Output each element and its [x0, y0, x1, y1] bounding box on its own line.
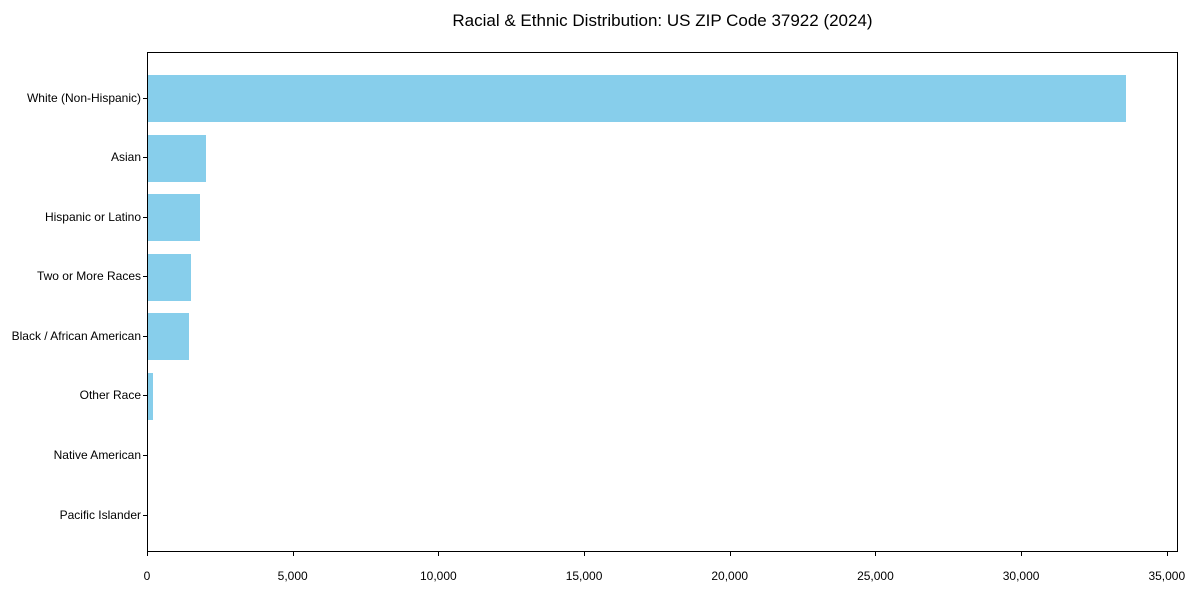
x-tick-20000: [729, 552, 731, 556]
x-tick-15000: [584, 552, 586, 556]
x-label-30000: 30,000: [1002, 569, 1040, 583]
x-tick-25000: [875, 552, 877, 556]
x-label-0: 0: [143, 569, 151, 583]
bar-other-race: [148, 372, 154, 420]
y-label-asian: Asian: [110, 150, 141, 165]
y-tick-hispanic-or-latino: [143, 216, 147, 218]
x-label-10000: 10,000: [420, 569, 457, 583]
plot-area: [147, 52, 1178, 552]
x-tick-5000: [292, 552, 294, 556]
y-tick-white-non-hispanic: [143, 97, 147, 99]
bar-asian: [148, 134, 206, 182]
x-tick-0: [147, 552, 148, 556]
x-tick-35000: [1166, 552, 1168, 556]
y-tick-black-african-american: [143, 335, 147, 337]
x-label-5000: 5,000: [277, 569, 308, 583]
y-tick-other-race: [143, 395, 147, 397]
bar-two-or-more-races: [148, 253, 192, 301]
y-label-pacific-islander: Pacific Islander: [59, 507, 141, 522]
bar-black-african-american: [148, 313, 190, 361]
y-label-black-african-american: Black / African American: [11, 328, 141, 343]
y-label-native-american: Native American: [53, 448, 141, 463]
chart-title: Racial & Ethnic Distribution: US ZIP Cod…: [452, 11, 873, 30]
y-tick-native-american: [143, 455, 147, 457]
y-tick-pacific-islander: [143, 514, 147, 516]
x-label-15000: 15,000: [565, 569, 603, 583]
y-label-two-or-more-races: Two or More Races: [36, 269, 141, 284]
x-tick-10000: [438, 552, 440, 556]
y-label-white-non-hispanic: White (Non-Hispanic): [26, 90, 141, 105]
x-label-25000: 25,000: [857, 569, 894, 583]
y-tick-asian: [143, 157, 147, 159]
y-tick-two-or-more-races: [143, 276, 147, 278]
y-label-other-race: Other Race: [79, 388, 141, 403]
y-label-hispanic-or-latino: Hispanic or Latino: [44, 209, 141, 224]
x-tick-30000: [1021, 552, 1023, 556]
x-label-20000: 20,000: [711, 569, 749, 583]
x-label-35000: 35,000: [1148, 569, 1186, 583]
bar-white-non-hispanic: [148, 75, 1127, 123]
bar-hispanic-or-latino: [148, 194, 200, 242]
